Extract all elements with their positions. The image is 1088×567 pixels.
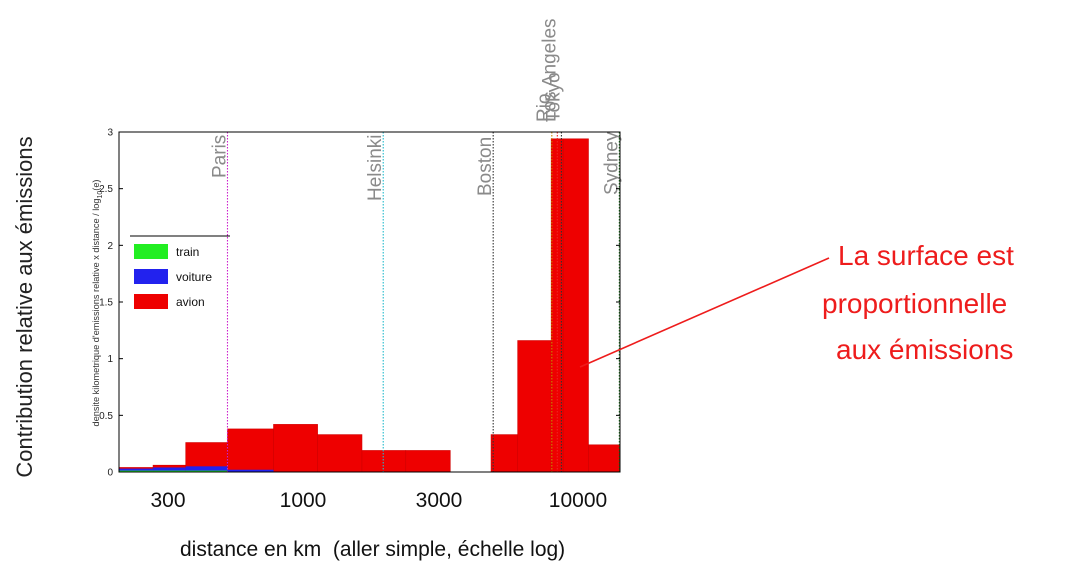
bar-train-2 [185, 470, 228, 472]
bar-avion-6 [361, 450, 407, 473]
outer-x-tick-10000: 10000 [549, 489, 607, 512]
y-tick-label-1: 0.5 [99, 411, 113, 422]
legend-label-voiture: voiture [176, 270, 212, 284]
legend: train voiture avion [130, 235, 230, 309]
outer-y-axis-title: Contribution relative aux émissions [12, 136, 37, 477]
inner-y-axis-title-sub: 10 [97, 191, 104, 199]
bar-train-1 [153, 470, 186, 472]
bar-voiture-2 [185, 466, 228, 472]
outer-x-axis-title: distance en km (aller simple, échelle lo… [180, 538, 565, 561]
bar-avion-9 [490, 434, 518, 473]
y-tick-label-2: 1 [107, 354, 113, 365]
y-ticks-layer: 0 0.5 1 1.5 2 2.5 3 [99, 128, 620, 479]
bar-avion-11 [550, 138, 564, 473]
inner-y-axis-title: densite kilometrique d'emissions relativ… [91, 179, 104, 426]
bar-avion-3 [227, 428, 274, 473]
bar-avion-7 [405, 450, 451, 473]
inner-y-axis-title-main: densite kilometrique d'emissions relativ… [91, 199, 101, 427]
bar-voiture-3 [227, 469, 274, 472]
legend-swatch-train [134, 244, 168, 259]
bar-voiture-1 [153, 467, 186, 472]
annotation-pointer-line [579, 257, 830, 368]
outer-x-tick-1000: 1000 [280, 489, 327, 512]
bar-avion-4 [273, 424, 318, 473]
inner-y-axis-title-end: (e) [91, 179, 101, 190]
city-label-boston: Boston [475, 137, 496, 196]
y-tick-label-5: 2.5 [99, 184, 113, 195]
bars-layer [118, 138, 621, 473]
city-label-rio: Rio [534, 93, 555, 122]
legend-label-avion: avion [176, 295, 205, 309]
city-label-sydney: Sydney [601, 131, 622, 195]
annotation-text: La surface est proportionnelle aux émiss… [822, 240, 1014, 365]
bar-voiture-0 [119, 468, 154, 472]
city-label-los-angeles: Los Angeles [539, 18, 560, 122]
bar-avion-10 [517, 340, 552, 473]
outer-x-tick-300: 300 [150, 489, 185, 512]
legend-swatch-voiture [134, 269, 168, 284]
outer-x-tick-3000: 3000 [416, 489, 463, 512]
annotation-line-1: La surface est [838, 240, 1014, 271]
city-label-helsinki: Helsinki [365, 134, 386, 201]
y-tick-label-0: 0 [107, 468, 113, 479]
bar-avion-12 [562, 138, 589, 473]
city-label-paris: Paris [209, 135, 230, 178]
annotation-line-2: proportionnelle [822, 288, 1007, 319]
bar-avion-13 [588, 444, 621, 473]
annotation-line-3: aux émissions [836, 334, 1013, 365]
bar-train-0 [119, 470, 154, 472]
outer-x-ticks: 300 1000 3000 10000 [150, 489, 607, 512]
legend-swatch-avion [134, 294, 168, 309]
bar-avion-5 [317, 434, 363, 473]
y-tick-label-4: 2 [107, 241, 113, 252]
legend-label-train: train [176, 245, 199, 259]
y-tick-label-6: 3 [107, 128, 113, 139]
y-tick-label-3: 1.5 [99, 298, 113, 309]
city-label-tokyo: Tokyo [543, 72, 564, 122]
